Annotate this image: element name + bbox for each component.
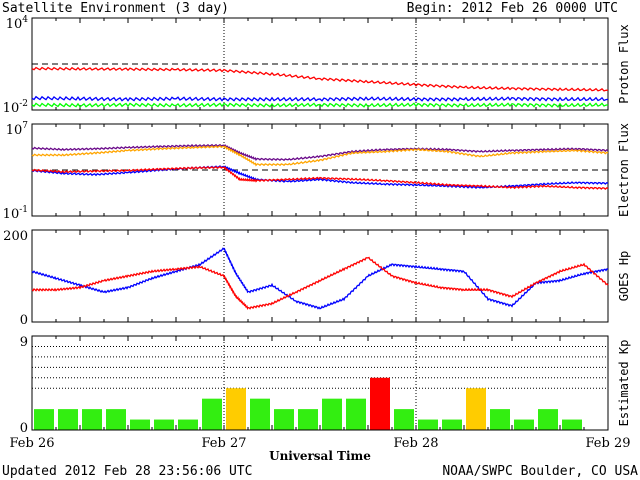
electron-series-red (31, 165, 609, 190)
kp-bar (514, 419, 534, 430)
proton-ticks (31, 18, 609, 110)
kp-bar (82, 409, 102, 430)
proton-series-green (31, 102, 609, 108)
kp-bar (322, 398, 342, 430)
kp-ylabel: Estimated Kp (617, 340, 631, 427)
updated-time: Updated 2012 Feb 28 23:56:06 UTC (2, 464, 252, 479)
kp-bar (130, 419, 150, 430)
hp-series-blue (31, 247, 609, 310)
kp-bar (250, 398, 270, 430)
kp-bar (178, 419, 198, 430)
proton-series-blue (31, 95, 609, 102)
proton-frame (31, 17, 609, 111)
panel-goes-hp: 200 0 GOES Hp (3, 229, 631, 328)
source-credit: NOAA/SWPC Boulder, CO USA (442, 464, 638, 479)
x-axis-label: Universal Time (269, 449, 371, 463)
kp-bar (58, 409, 78, 430)
electron-ticks (31, 124, 609, 216)
proton-y-tick-bottom: 10-2 (3, 99, 28, 116)
kp-bar (274, 409, 294, 430)
kp-bar (538, 409, 558, 430)
proton-y-tick-top: 104 (6, 15, 29, 32)
hp-series-red (31, 256, 609, 311)
electron-y-tick-bottom: 10-1 (3, 205, 28, 222)
kp-bar (226, 388, 246, 430)
kp-bar (154, 419, 174, 430)
panel-proton-flux: 104 10-2 Proton Flux (3, 15, 631, 116)
begin-time: Begin: 2012 Feb 26 0000 UTC (407, 1, 618, 16)
kp-bar (106, 409, 126, 430)
kp-bar (202, 398, 222, 430)
hp-y-tick-top: 200 (3, 229, 28, 244)
kp-y-tick-top: 9 (20, 335, 28, 350)
hp-ticks (31, 230, 609, 322)
kp-bar (418, 419, 438, 430)
electron-ylabel: Electron Flux (617, 123, 631, 217)
proton-ylabel: Proton Flux (617, 24, 631, 103)
kp-y-tick-bottom: 0 (20, 421, 28, 436)
kp-bar (562, 419, 582, 430)
electron-series-purple (31, 143, 609, 162)
kp-bar (466, 388, 486, 430)
chart-title: Satellite Environment (3 day) (2, 1, 229, 16)
electron-y-tick-top: 107 (6, 121, 29, 138)
hp-ylabel: GOES Hp (617, 251, 631, 302)
x-tick-feb28: Feb 28 (394, 436, 439, 451)
kp-bar (34, 409, 54, 430)
x-tick-feb26: Feb 26 (10, 436, 55, 451)
kp-bar (346, 398, 366, 430)
proton-series-red (31, 66, 609, 92)
x-tick-feb27: Feb 27 (202, 436, 247, 451)
electron-series-orange (31, 145, 609, 167)
panel-estimated-kp: 9 0 Estimated Kp (20, 335, 631, 436)
x-tick-feb29: Feb 29 (586, 436, 631, 451)
panel-electron-flux: 107 10-1 Electron Flux (3, 121, 631, 222)
kp-bar (298, 409, 318, 430)
kp-bar (490, 409, 510, 430)
hp-y-tick-bottom: 0 (20, 313, 28, 328)
electron-series-blue (31, 165, 609, 189)
kp-bar (442, 419, 462, 430)
panels: 104 10-2 Proton Flux 107 10-1 Electron Flux 20… (3, 15, 631, 436)
kp-bar (370, 377, 390, 430)
kp-bar (394, 409, 414, 430)
